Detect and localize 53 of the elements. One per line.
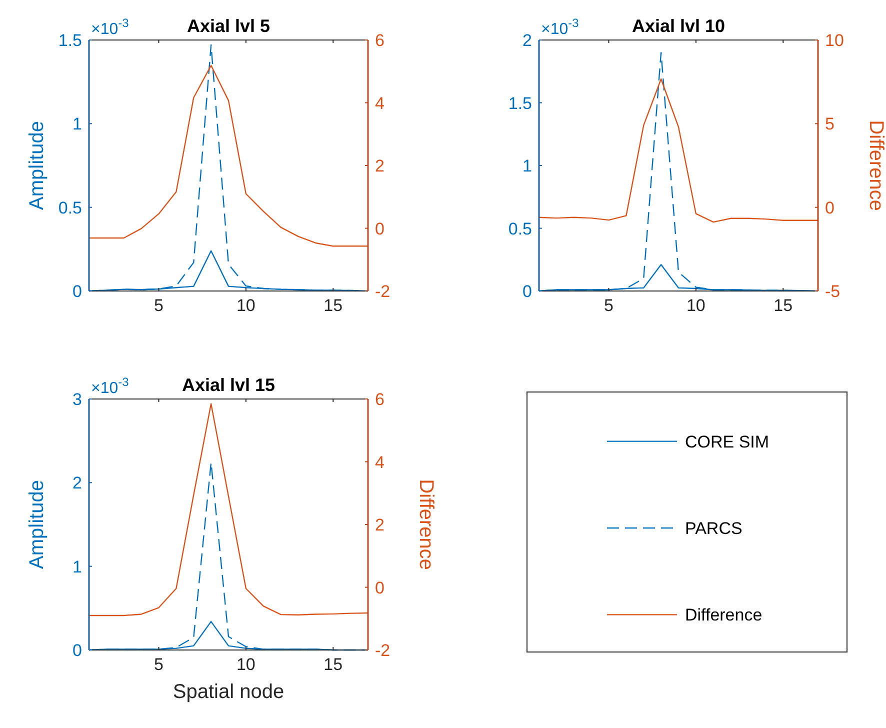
y2-tick-label: 0	[375, 219, 384, 238]
x-tick-label: 5	[154, 296, 164, 315]
x-tick-label: 15	[324, 296, 343, 315]
y2-tick-label: -5	[825, 282, 840, 301]
y2-tick-label: 10	[825, 31, 844, 50]
y-axis-title: Amplitude	[26, 480, 48, 569]
chart-title: Axial lvl 15	[182, 375, 276, 395]
legend-label: Difference	[685, 606, 762, 625]
y-tick-label: 1.5	[508, 94, 532, 113]
y2-tick-label: 6	[375, 390, 384, 409]
y2-tick-label: 0	[825, 198, 834, 218]
line-series	[539, 78, 818, 223]
y-tick-label: 1	[522, 156, 532, 176]
x-tick-label: 10	[236, 296, 256, 315]
legend-label: CORE SIM	[685, 432, 770, 452]
y-tick-label: 0.5	[58, 198, 82, 218]
line-series	[89, 403, 368, 616]
y2-tick-label: 0	[375, 578, 384, 598]
x-tick-label: 15	[324, 655, 343, 674]
y-tick-label: 0	[72, 282, 82, 301]
y2-tick-label: 2	[375, 516, 384, 534]
y-tick-label: 0	[72, 641, 82, 660]
x-tick-label: 15	[774, 296, 793, 315]
y-tick-label: 0.5	[508, 219, 532, 238]
chart-title: Axial lvl 5	[186, 16, 270, 36]
y-tick-label: 2	[522, 31, 532, 50]
text: ×10$^{-3}$	[541, 16, 580, 38]
y2-tick-label: 2	[375, 156, 384, 176]
y-tick-label: 2	[72, 474, 82, 493]
x-axis-title: Spatial node	[172, 681, 284, 703]
y-axis-title: Amplitude	[26, 121, 48, 210]
x-tick-label: 5	[154, 655, 164, 674]
x-tick-label: 10	[686, 296, 706, 315]
y2-tick-label: -2	[375, 641, 390, 660]
line-series	[89, 64, 368, 247]
y-tick-label: 1.5	[58, 31, 82, 50]
y2-tick-label: 4	[375, 452, 384, 472]
text: ×10$^{-3}$	[91, 375, 130, 397]
y2-axis-title: Difference	[865, 120, 886, 211]
chart-title: Axial lvl 10	[632, 16, 726, 36]
y-tick-label: 3	[72, 390, 82, 409]
legend-label: PARCS	[685, 519, 742, 538]
y2-tick-label: 6	[375, 31, 384, 50]
y-tick-label: 1	[72, 114, 82, 134]
x-tick-label: 10	[236, 655, 256, 674]
text: ×10$^{-3}$	[91, 16, 130, 38]
y2-tick-label: 4	[375, 94, 384, 113]
y2-axis-title: Difference	[415, 479, 437, 570]
y2-tick-label: 5	[825, 114, 834, 134]
y-tick-label: 0	[522, 282, 532, 301]
y-tick-label: 1	[72, 557, 82, 576]
x-tick-label: 5	[604, 296, 614, 315]
y2-tick-label: -2	[375, 282, 390, 301]
